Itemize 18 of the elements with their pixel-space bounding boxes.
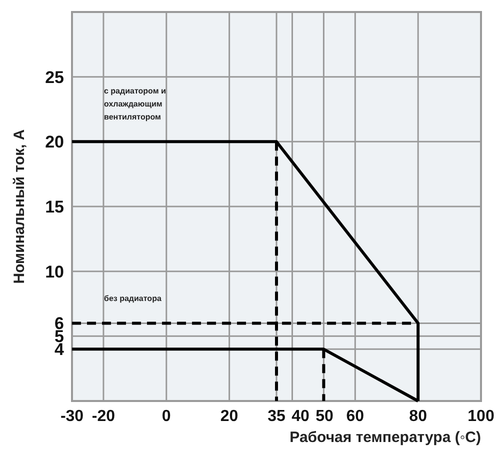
y-tick-label: 20	[45, 132, 64, 152]
x-tick-label: 80	[409, 408, 428, 425]
y-tick-label: 15	[45, 198, 64, 216]
x-tick-label: 50	[316, 408, 334, 425]
x-tick-label: 40	[292, 408, 310, 425]
annotation: без радиатора	[104, 294, 162, 304]
x-tick-label: 100	[468, 408, 494, 425]
x-tick-label: 35	[268, 408, 286, 425]
x-tick-label: 0	[162, 408, 171, 425]
x-tick-label: -30	[60, 408, 84, 425]
y-axis-title: Номинальный ток, А	[11, 129, 28, 284]
x-tick-label: 20	[220, 408, 238, 425]
y-tick-label: 25	[45, 68, 64, 87]
x-tick-label: -20	[92, 408, 116, 425]
annotation: с радиатором и охлаждающим вентилятором	[104, 86, 166, 122]
x-tick-label: 60	[346, 408, 364, 425]
x-axis-title: Рабочая температура (◦C)	[290, 429, 481, 446]
y-tick-label: 10	[45, 262, 64, 282]
